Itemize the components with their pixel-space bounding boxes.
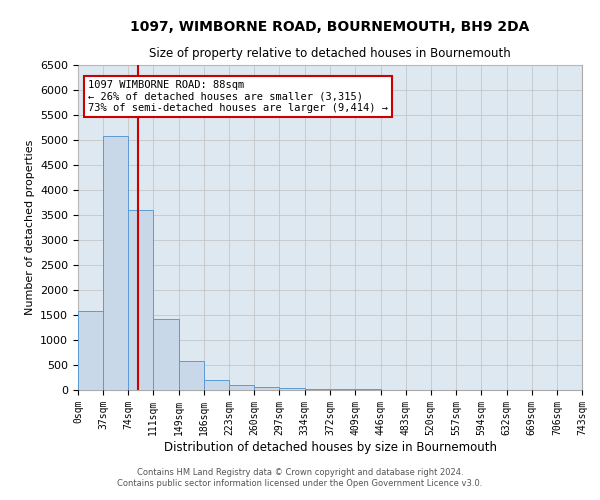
- Bar: [204, 380, 229, 390]
- Bar: [78, 310, 103, 390]
- Text: Size of property relative to detached houses in Bournemouth: Size of property relative to detached ho…: [149, 48, 511, 60]
- Bar: [254, 387, 280, 390]
- X-axis label: Distribution of detached houses by size in Bournemouth: Distribution of detached houses by size …: [163, 440, 497, 454]
- Bar: [128, 210, 153, 390]
- Y-axis label: Number of detached properties: Number of detached properties: [25, 140, 35, 315]
- Bar: [229, 385, 254, 390]
- Bar: [331, 389, 355, 390]
- Text: 1097, WIMBORNE ROAD, BOURNEMOUTH, BH9 2DA: 1097, WIMBORNE ROAD, BOURNEMOUTH, BH9 2D…: [130, 20, 530, 34]
- Text: 1097 WIMBORNE ROAD: 88sqm
← 26% of detached houses are smaller (3,315)
73% of se: 1097 WIMBORNE ROAD: 88sqm ← 26% of detac…: [88, 80, 388, 113]
- Bar: [153, 318, 179, 390]
- Bar: [280, 388, 305, 390]
- Bar: [103, 136, 128, 390]
- Bar: [305, 389, 331, 390]
- Text: Contains HM Land Registry data © Crown copyright and database right 2024.
Contai: Contains HM Land Registry data © Crown c…: [118, 468, 482, 487]
- Bar: [179, 360, 204, 390]
- Bar: [355, 389, 380, 390]
